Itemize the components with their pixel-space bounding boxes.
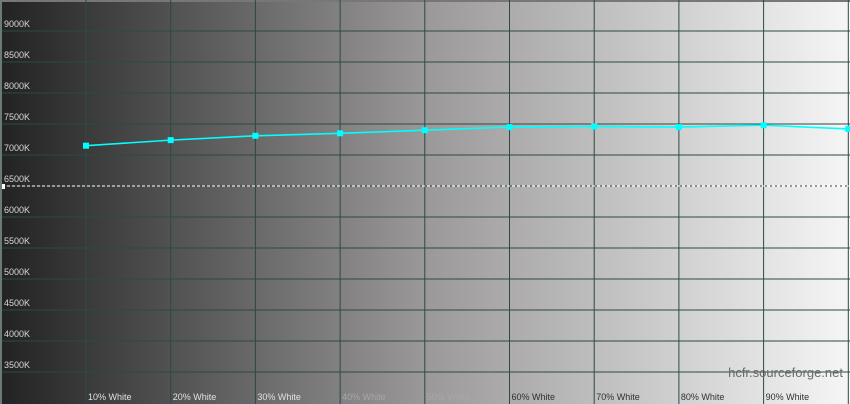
- y-tick-label: 5500K: [4, 236, 30, 246]
- reference-marker: [2, 184, 5, 189]
- x-tick-label: 10% White: [88, 392, 132, 402]
- data-point: [506, 124, 513, 131]
- y-tick-label: 7500K: [4, 112, 30, 122]
- y-tick-label: 3500K: [4, 360, 30, 370]
- y-tick-label: 7000K: [4, 143, 30, 153]
- data-point: [591, 123, 598, 130]
- series-line: [85, 124, 849, 147]
- left-border: [0, 0, 2, 404]
- y-tick-label: 8500K: [4, 50, 30, 60]
- data-point: [845, 125, 850, 132]
- data-point: [83, 142, 89, 149]
- y-tick-label: 4000K: [4, 329, 30, 339]
- y-tick-label: 8000K: [4, 81, 30, 91]
- x-tick-label: 40% White: [342, 392, 386, 402]
- data-point: [167, 137, 174, 144]
- y-tick-label: 9000K: [4, 19, 30, 29]
- data-point: [760, 122, 767, 129]
- x-tick-label: 30% White: [257, 392, 301, 402]
- x-tick-label: 80% White: [681, 392, 725, 402]
- x-tick-label: 90% White: [766, 392, 810, 402]
- x-tick-label: 60% White: [512, 392, 556, 402]
- data-point: [675, 124, 682, 131]
- x-tick-label: 20% White: [173, 392, 217, 402]
- x-tick-label: 70% White: [596, 392, 640, 402]
- data-point: [337, 130, 344, 137]
- y-tick-label: 4500K: [4, 298, 30, 308]
- x-tick-label: 50% White: [427, 392, 471, 402]
- data-point: [421, 127, 428, 134]
- data-point: [252, 132, 259, 139]
- y-tick-label: 6000K: [4, 205, 30, 215]
- y-tick-label: 6500K: [4, 174, 30, 184]
- y-tick-label: 5000K: [4, 267, 30, 277]
- watermark: hcfr.sourceforge.net: [728, 365, 843, 380]
